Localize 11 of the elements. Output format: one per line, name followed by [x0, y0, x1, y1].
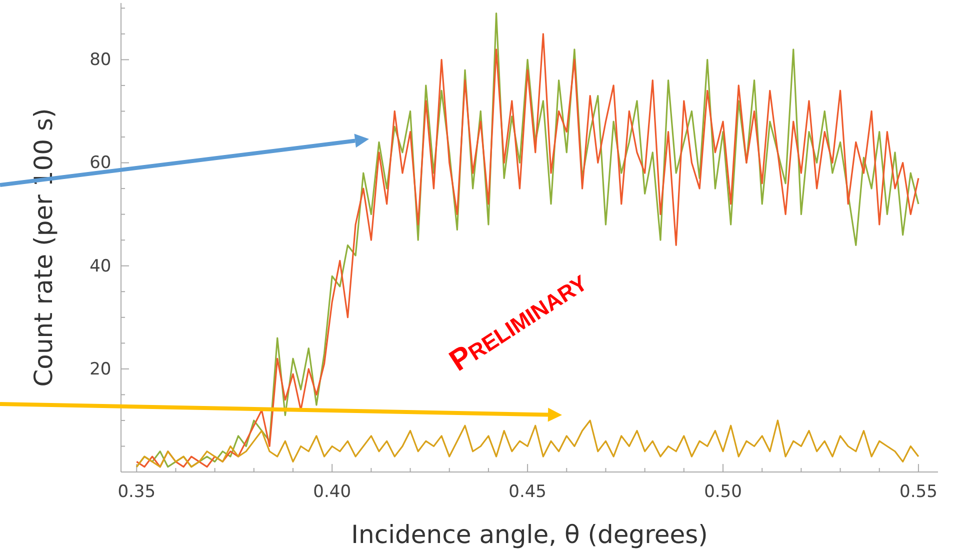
- line-series: [136, 420, 920, 468]
- y-tick-label: 20: [90, 359, 112, 380]
- y-tick-label: 80: [90, 50, 112, 70]
- x-axis-title: Incidence angle, θ (degrees): [351, 520, 708, 549]
- y-tick-label: 60: [90, 153, 112, 174]
- x-tick-label: 0.50: [704, 482, 742, 502]
- y-tick-label: 40: [90, 256, 112, 276]
- x-tick-label: 0.40: [313, 482, 352, 502]
- x-tick-label: 0.55: [900, 482, 938, 502]
- x-tick-label: 0.45: [508, 482, 546, 502]
- x-tick-label: 0.35: [118, 482, 156, 502]
